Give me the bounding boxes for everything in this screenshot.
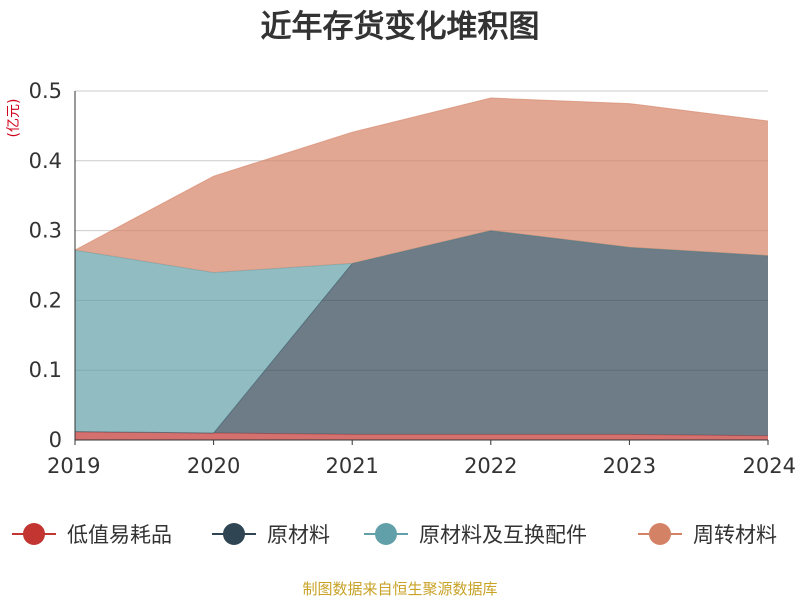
source-note: 制图数据来自恒生聚源数据库 [302, 580, 497, 598]
x-tick-label: 2021 [325, 454, 378, 478]
legend-marker [375, 523, 397, 545]
legend-marker [223, 523, 245, 545]
y-tick-label: 0.4 [29, 149, 62, 173]
y-tick-label: 0.1 [29, 358, 62, 382]
y-axis-unit-label: (亿元) [6, 99, 22, 138]
legend-item[interactable]: 原材料及互换配件 [364, 523, 587, 547]
area-series-3 [75, 230, 768, 433]
y-tick-label: 0.2 [29, 288, 62, 312]
legend-label: 原材料及互换配件 [419, 523, 587, 547]
axes: 0 0.1 0.2 0.3 0.4 0.5 2019 2020 2021 2022 2023 2024 [29, 79, 796, 478]
y-tick-label: 0.3 [29, 219, 62, 243]
area-series-4 [75, 98, 768, 273]
area-series [74, 97, 769, 440]
x-tick-label: 2022 [464, 454, 517, 478]
legend-marker [23, 523, 45, 545]
chart-title: 近年存货变化堆积图 [261, 9, 540, 45]
legend-item[interactable]: 原材料 [212, 523, 330, 547]
y-tick-label: 0 [49, 428, 62, 452]
legend-item[interactable]: 低值易耗品 [12, 523, 172, 547]
legend-marker [649, 523, 671, 545]
x-tick-label: 2024 [743, 454, 796, 478]
legend-label: 原材料 [267, 523, 330, 547]
x-tick-label: 2023 [603, 454, 656, 478]
x-tick-label: 2020 [187, 454, 240, 478]
legend-label: 周转材料 [693, 523, 777, 547]
area-series-line-4 [74, 97, 769, 251]
legend-item[interactable]: 周转材料 [638, 523, 777, 547]
legend: 低值易耗品 原材料 原材料及互换配件 周转材料 [12, 523, 777, 547]
area-series-2 [75, 230, 768, 436]
x-tick-label: 2019 [47, 454, 100, 478]
legend-label: 低值易耗品 [67, 523, 172, 547]
y-tick-label: 0.5 [29, 79, 62, 103]
